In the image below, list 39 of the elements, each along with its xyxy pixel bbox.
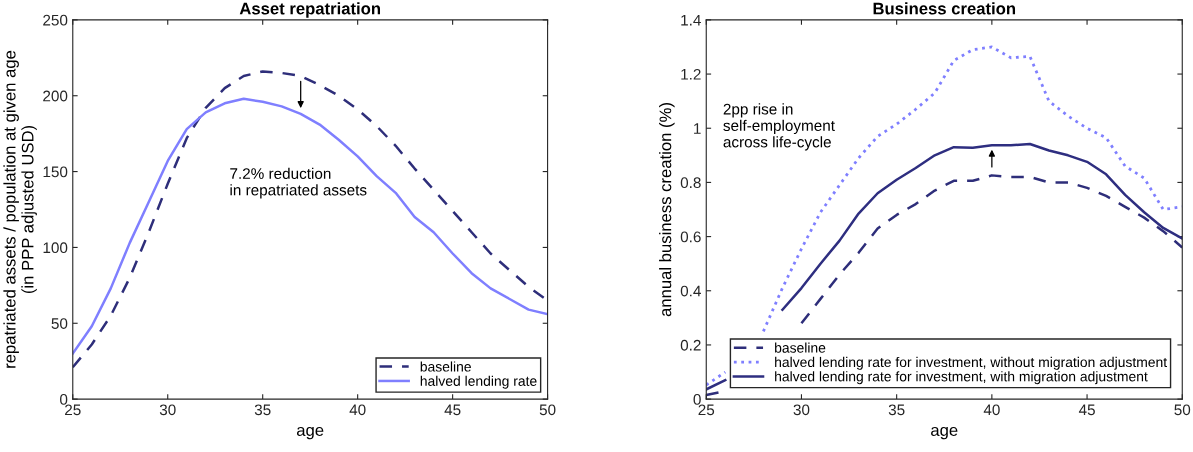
x-tick-label: 40: [349, 404, 366, 416]
legend-label: baseline: [775, 342, 826, 353]
y-tick-label: 0: [60, 393, 68, 405]
x-tick-label: 30: [159, 404, 176, 416]
x-tick-label: 30: [793, 404, 810, 416]
y-tick-label: 0.8: [680, 177, 701, 189]
y-tick-label: 0.6: [680, 231, 701, 243]
x-tick-label: 35: [888, 404, 905, 416]
y-tick-label: 1: [694, 123, 701, 134]
x-tick-label: 35: [254, 404, 271, 416]
y-tick-label: 100: [43, 242, 68, 254]
y-tick-label: 150: [43, 166, 68, 178]
legend-label: halved lending rate for investment, with migration adjustment: [775, 371, 1148, 385]
x-tick-label: 50: [1174, 404, 1191, 416]
x-tick-label: 40: [983, 404, 1000, 416]
x-tick-label: 25: [65, 404, 81, 416]
y-tick-label: 0: [693, 393, 701, 405]
x-tick-label: 25: [698, 404, 715, 416]
legend-label: halved lending rate for investment, without migration adjustment: [775, 356, 1168, 370]
y-axis-title: repatriated assets / population at given age (in PPP adjusted USD): [3, 50, 37, 368]
x-tick-label: 45: [444, 404, 461, 416]
y-tick-label: 1.2: [681, 68, 701, 80]
y-tick-label: 0.4: [680, 285, 701, 297]
x-axis-title: age: [931, 426, 958, 440]
annotation: 7.2% reduction in repatriated assets: [230, 167, 367, 199]
chart-title: Business creation: [873, 2, 1016, 15]
y-axis-title: annual business creation (%): [659, 103, 675, 317]
x-tick-label: 45: [1078, 404, 1095, 416]
y-tick-label: 200: [43, 90, 68, 102]
y-tick-label: 50: [51, 318, 68, 329]
x-tick-label: 50: [539, 404, 556, 416]
y-tick-label: 1.4: [681, 14, 701, 26]
y-tick-label: 250: [43, 14, 68, 26]
legend-label: baseline: [420, 361, 471, 372]
chart-title: Asset repatriation: [239, 2, 381, 18]
x-axis-title: age: [296, 426, 324, 440]
legend-label: halved lending rate: [420, 375, 537, 389]
y-tick-label: 0.2: [680, 339, 701, 351]
annotation: 2pp rise in self-employment across life-cycle: [723, 103, 835, 151]
